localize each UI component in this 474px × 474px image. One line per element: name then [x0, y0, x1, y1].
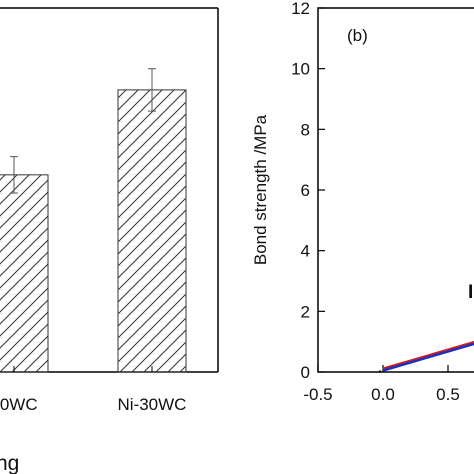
bars-group — [0, 68, 187, 373]
y-axis-label: Bond strength /MPa — [251, 114, 270, 265]
y-ticks-group: 0 2 4 6 8 10 12 — [291, 0, 325, 382]
panel-label-b: (b) — [347, 26, 368, 45]
y-tick-label: 2 — [301, 302, 310, 321]
bar-20wc — [0, 174, 49, 373]
x-tick-label: Ni-30WC — [118, 395, 187, 414]
right-plot-frame — [317, 7, 474, 373]
bar-ni-30wc — [117, 89, 187, 373]
annotation-text: I — [468, 282, 473, 303]
x-ticks-group: -0.5 0.0 0.5 — [303, 365, 460, 404]
x-tick-label: 20WC — [0, 395, 38, 414]
y-tick-label: 6 — [301, 181, 310, 200]
bar-chart-panel: 20WC Ni-30WC ng — [0, 7, 219, 474]
x-tick-label: 0.0 — [371, 385, 395, 404]
bar-chart-x-axis-label: ng — [0, 452, 19, 474]
x-tick-label: 0.5 — [436, 385, 460, 404]
series-group — [379, 340, 474, 372]
line-chart-panel: (b) Bond strength /MPa 0 2 4 6 8 10 12 -0.5 0.0… — [251, 0, 474, 404]
y-tick-label: 8 — [301, 120, 310, 139]
red-series-line — [382, 340, 474, 371]
y-tick-label: 10 — [291, 60, 310, 79]
blue-series-line — [382, 342, 474, 372]
x-tick-labels-group: 20WC Ni-30WC — [0, 366, 186, 414]
x-tick-label: -0.5 — [303, 385, 332, 404]
y-tick-label: 0 — [301, 363, 310, 382]
y-tick-label: 12 — [291, 0, 310, 18]
y-tick-label: 4 — [301, 242, 310, 261]
